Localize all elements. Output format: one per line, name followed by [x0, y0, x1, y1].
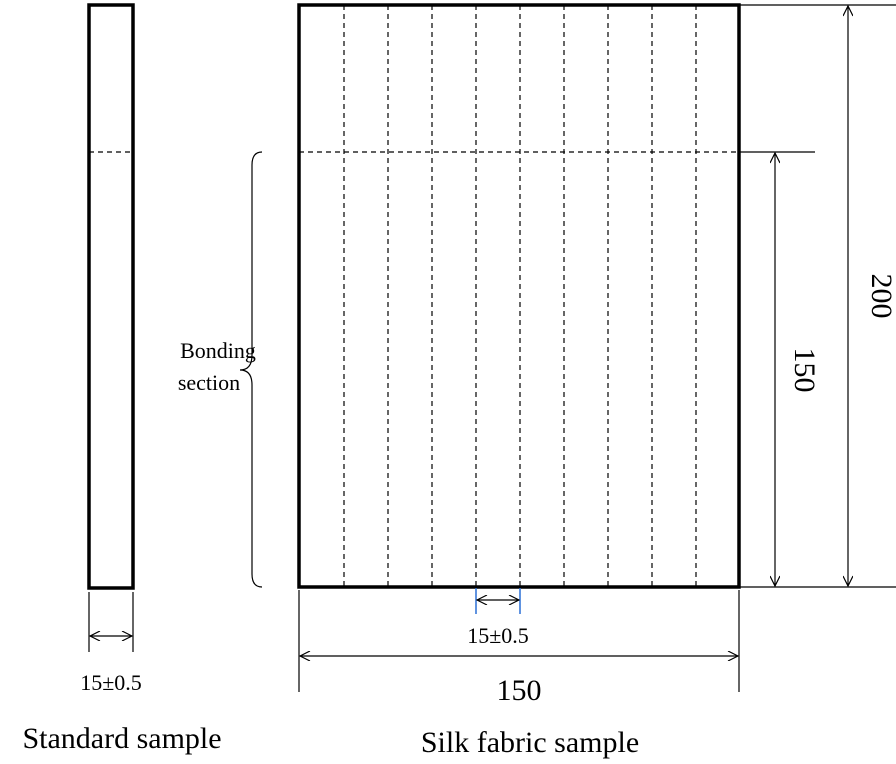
standard-sample: 15±0.5 Standard sample — [22, 3, 222, 755]
dimension-label: 15±0.5 — [80, 670, 142, 695]
strip-lines — [343, 5, 697, 587]
dimension-label: 15±0.5 — [467, 623, 529, 648]
bonding-section: Bonding section — [178, 151, 263, 588]
brace-label: Bonding — [180, 338, 256, 363]
caption: Standard sample — [22, 722, 221, 755]
dimension-label: 150 — [497, 674, 542, 707]
brace-label: section — [178, 370, 240, 395]
silk-fabric-sample: 200 150 15±0.5 150 Silk fabric sample — [297, 3, 896, 759]
dimension-label: 200 — [865, 274, 896, 319]
brace — [239, 151, 263, 588]
dimension-label: 150 — [788, 348, 821, 393]
standard-strip — [87, 3, 135, 590]
fabric-outline — [297, 3, 741, 589]
caption: Silk fabric sample — [421, 726, 639, 759]
